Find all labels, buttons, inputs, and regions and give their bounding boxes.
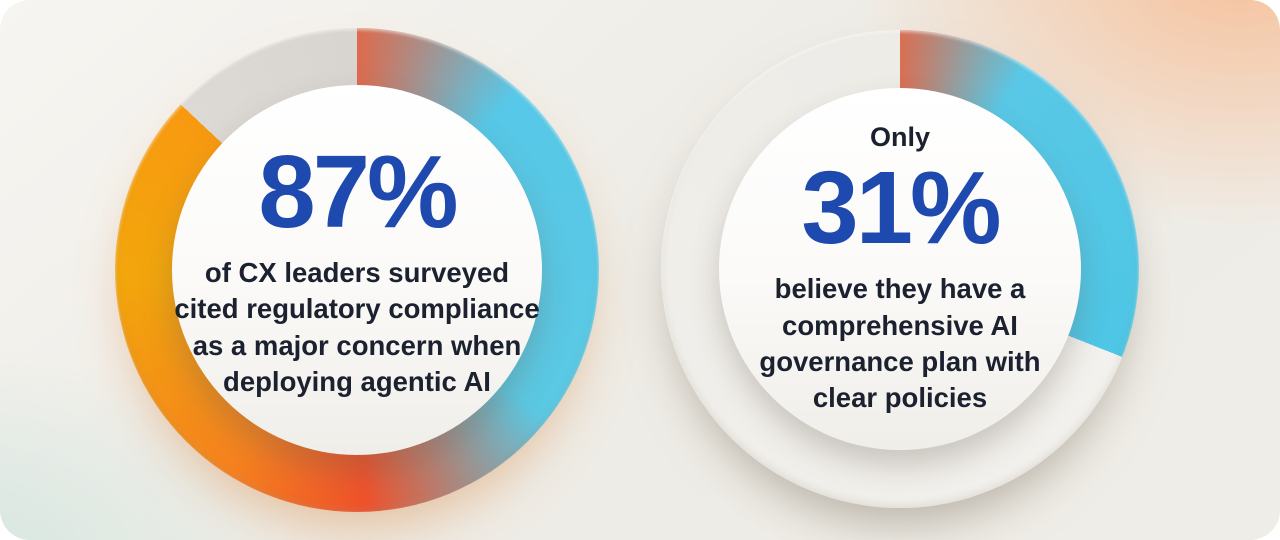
stat-value-31-percent: 31% [801,150,1001,266]
donut-chart-regulatory-compliance: 87% of CX leaders surveyed cited regulat… [115,28,599,512]
caption-line: as a major concern when [192,329,522,361]
stat-caption-31-percent: believe they have a comprehensive AI gov… [759,271,1040,415]
caption-line: comprehensive AI [782,309,1018,341]
stat-caption-87-percent: of CX leaders surveyed cited regulatory … [174,255,539,399]
donut-center-87-percent: 87% of CX leaders surveyed cited regulat… [172,85,542,455]
stat-value-87-percent: 87% [258,134,458,250]
caption-line: cited regulatory compliance [174,293,540,325]
donut-chart-ai-governance: Only 31% believe they have a comprehensi… [661,30,1139,508]
caption-line: believe they have a [774,273,1026,305]
stat-prefix-only: Only [869,122,930,153]
caption-line: clear policies [812,381,988,413]
donut-center-31-percent: Only 31% believe they have a comprehensi… [719,88,1081,450]
caption-line: of CX leaders surveyed [204,257,510,289]
caption-line: governance plan with [759,345,1041,377]
caption-line: deploying agentic AI [223,365,491,397]
